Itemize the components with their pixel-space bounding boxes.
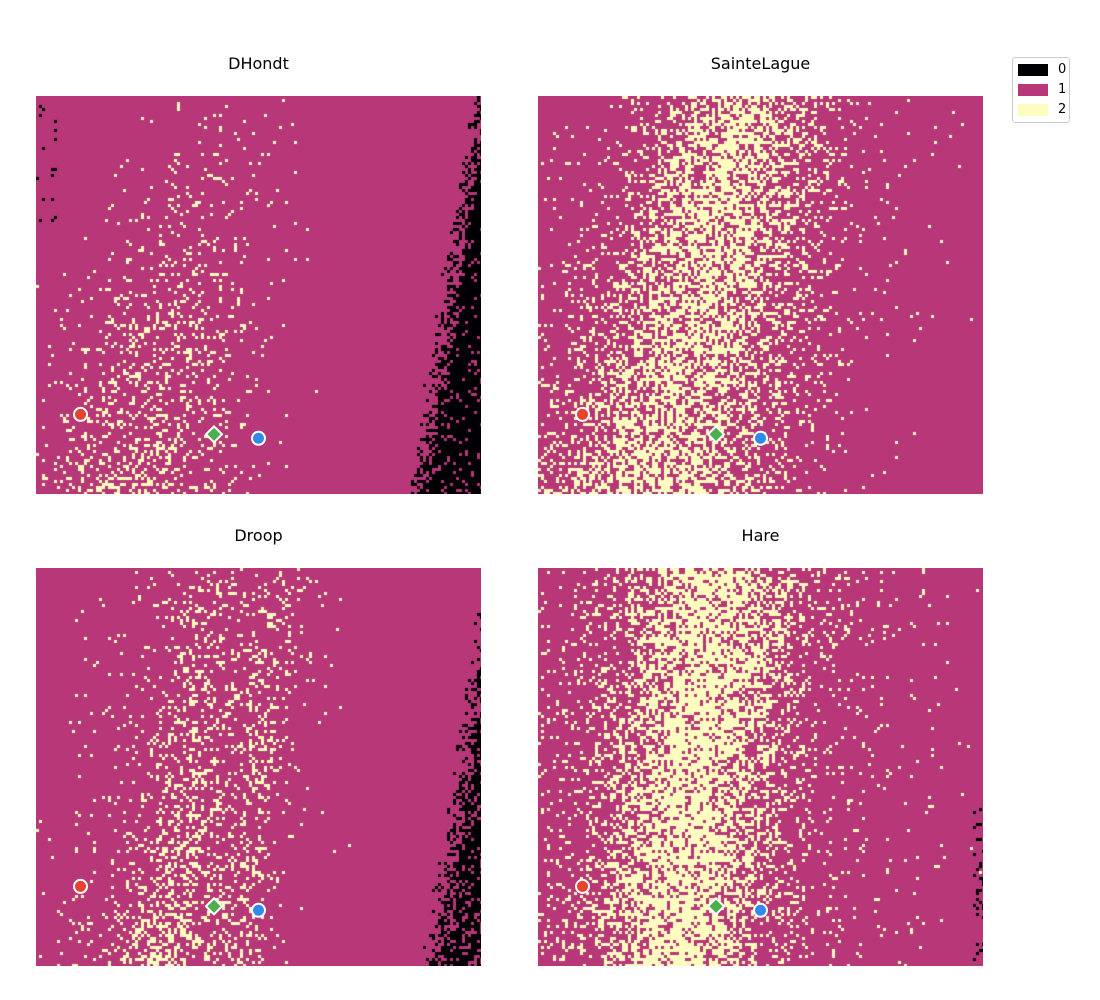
red-marker [575, 406, 590, 422]
marker-layer [73, 406, 266, 446]
heatmap-grid [36, 568, 481, 966]
blue-marker [251, 430, 266, 446]
marker-layer [575, 406, 768, 446]
panel-saintelague: SainteLague [538, 54, 983, 494]
legend-label: 1 [1058, 82, 1067, 97]
marker-layer [73, 878, 266, 918]
chart-title: Droop [234, 526, 283, 545]
red-marker [73, 406, 88, 422]
red-marker [73, 878, 88, 894]
green-marker [706, 424, 726, 444]
legend-swatch [1018, 84, 1048, 96]
red-marker [575, 878, 590, 894]
green-marker [204, 896, 224, 916]
legend-swatch [1018, 104, 1048, 116]
heatmap-grid [538, 96, 983, 494]
legend-label: 2 [1058, 102, 1067, 117]
marker-layer [575, 878, 768, 918]
blue-marker [753, 430, 768, 446]
heatmap-grid [36, 96, 481, 494]
panel-dhondt: DHondt [36, 54, 481, 494]
legend: 0 1 2 [1012, 57, 1070, 123]
chart-title: DHondt [228, 54, 289, 73]
heatmap-grid [538, 568, 983, 966]
panel-droop: Droop [36, 526, 481, 966]
chart-title: Hare [741, 526, 780, 545]
green-marker [706, 896, 726, 916]
panel-hare: Hare [538, 526, 983, 966]
green-marker [204, 424, 224, 444]
chart-title: SainteLague [710, 54, 811, 73]
blue-marker [753, 902, 768, 918]
legend-label: 0 [1058, 62, 1067, 77]
legend-swatch [1018, 64, 1048, 76]
blue-marker [251, 902, 266, 918]
